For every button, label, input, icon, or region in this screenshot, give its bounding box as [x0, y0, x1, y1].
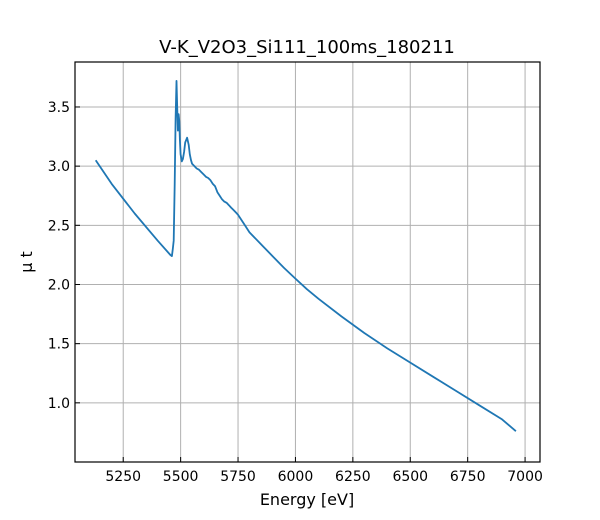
y-tick-label: 1.5: [48, 337, 70, 353]
x-tick-label: 6000: [278, 469, 314, 485]
series-layer: [94, 80, 517, 432]
y-axis-label: μ t: [17, 251, 36, 273]
x-tick-label: 6500: [392, 469, 428, 485]
chart-title: V-K_V2O3_Si111_100ms_180211: [159, 37, 455, 58]
y-tick-label: 3.0: [48, 159, 70, 175]
series-line: [94, 80, 517, 432]
x-tick-label: 7000: [507, 469, 543, 485]
x-tick-label: 5500: [163, 469, 199, 485]
x-tick-label: 5750: [220, 469, 256, 485]
x-axis-label: Energy [eV]: [260, 490, 354, 509]
y-tick-label: 3.5: [48, 100, 70, 116]
x-tick-label: 5250: [105, 469, 141, 485]
grid: [75, 62, 540, 462]
y-tick-label: 2.0: [48, 277, 70, 293]
plot-frame: [74, 61, 541, 463]
x-tick-label: 6750: [450, 469, 486, 485]
y-tick-label: 2.5: [48, 218, 70, 234]
ticks: 5250 5500 5750 6000 6250 6500 6750 7000 1.0 1.5 2.…: [48, 100, 543, 485]
y-tick-label: 1.0: [48, 396, 70, 412]
x-tick-label: 6250: [335, 469, 371, 485]
